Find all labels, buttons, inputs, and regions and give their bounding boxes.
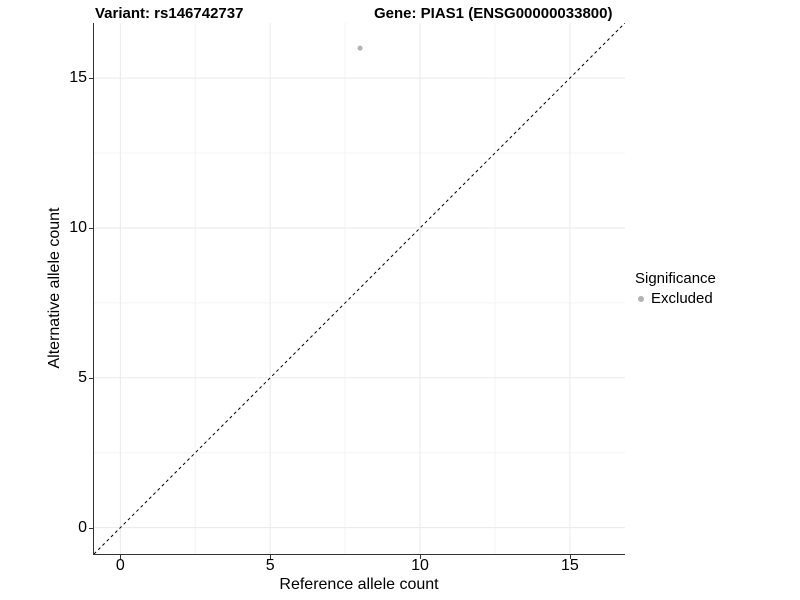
plot-title-variant: Variant: rs146742737 [95,5,244,22]
y-tick-mark [89,377,93,379]
x-tick-mark [120,555,122,559]
legend-item-label: Excluded [651,290,713,307]
legend: Significance Excluded [635,270,795,308]
x-axis-title: Reference allele count [279,576,439,593]
identity-reference-line [94,23,625,554]
x-tick-label: 15 [560,557,579,574]
legend-items: Excluded [635,290,795,308]
x-tick-mark [569,555,571,559]
x-tick-mark [270,555,272,559]
y-tick-mark [89,227,93,229]
y-tick-label: 0 [78,518,87,536]
y-tick-mark [89,527,93,529]
y-tick-mark [89,78,93,80]
x-tick-label: 0 [115,557,125,574]
legend-title: Significance [635,270,716,287]
legend-key-dot [638,296,644,302]
data-point [357,45,363,51]
plot-canvas [94,23,625,554]
y-tick-label: 15 [69,69,87,87]
y-tick-label: 5 [78,368,87,386]
x-tick-label: 10 [411,557,429,574]
x-tick-label: 5 [265,557,275,574]
y-tick-label: 10 [69,218,87,236]
plot-title-gene: Gene: PIAS1 (ENSG00000033800) [374,5,613,22]
x-tick-mark [420,555,422,559]
legend-item: Excluded [638,290,795,308]
